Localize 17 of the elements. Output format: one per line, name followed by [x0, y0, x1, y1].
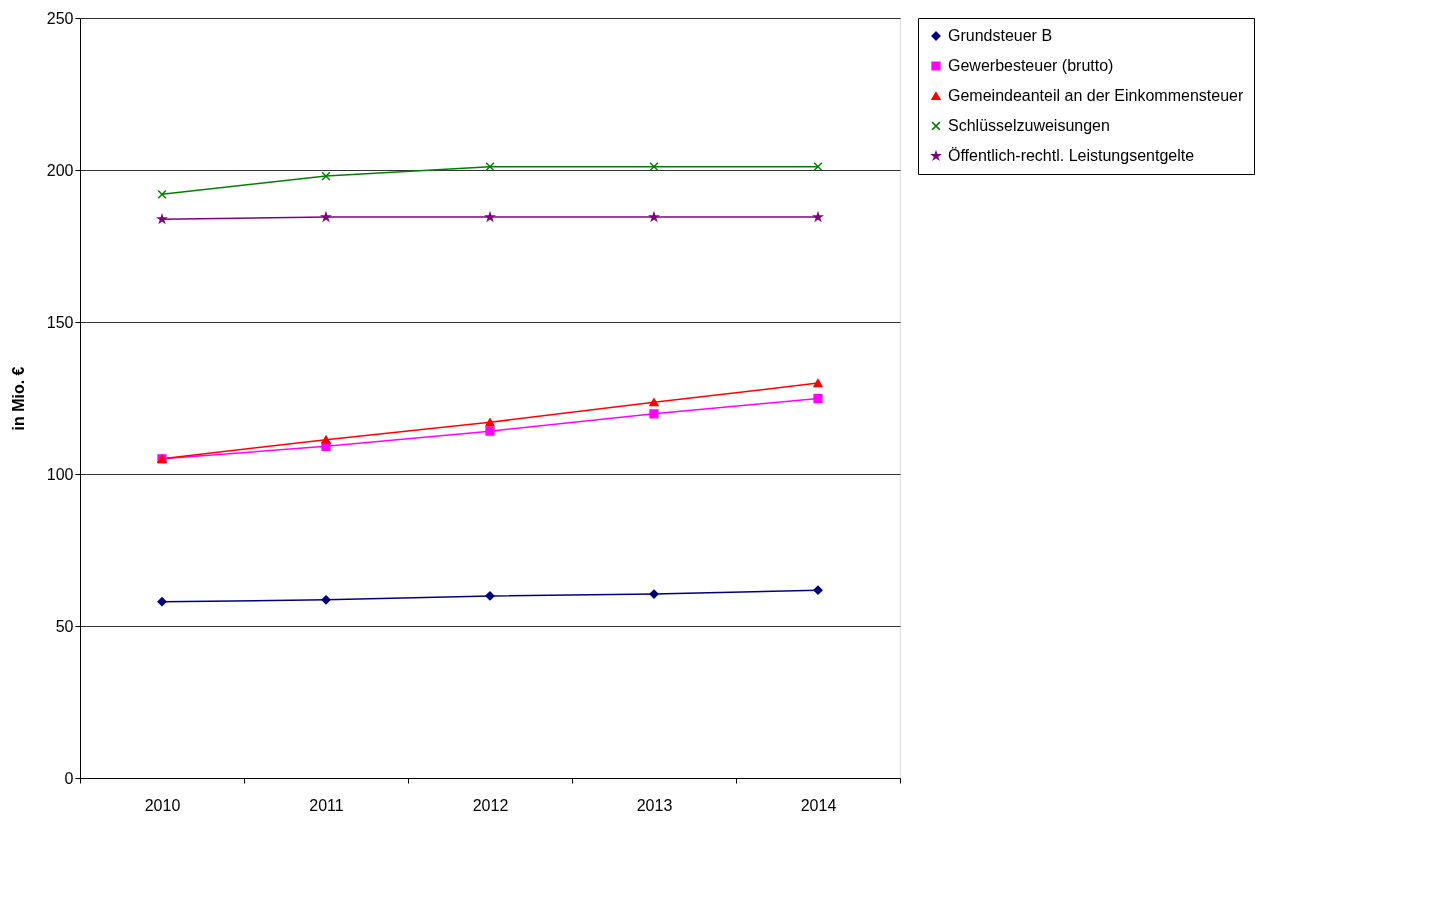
legend-label: Gemeindeanteil an der Einkommensteuer [948, 87, 1244, 104]
x-tick-label: 2013 [636, 796, 673, 814]
y-tick-label: 0 [64, 769, 74, 787]
x-tick-label: 2014 [800, 796, 837, 814]
x-tick-label: 2011 [309, 796, 344, 814]
y-tick-label: 200 [46, 161, 74, 179]
y-tick-label: 100 [46, 465, 74, 483]
y-axis-title: in Mio. € [9, 366, 27, 431]
legend-label: Öffentlich-rechtl. Leistungsentgelte [948, 147, 1195, 164]
x-tick-label: 2010 [144, 796, 181, 814]
y-tick-label: 250 [46, 9, 74, 27]
x-tick-label: 2012 [472, 796, 509, 814]
legend-label: Schlüsselzuweisungen [948, 117, 1110, 134]
y-tick-label: 50 [55, 617, 74, 635]
legend-label: Grundsteuer B [948, 27, 1053, 44]
y-tick-label: 150 [46, 313, 74, 331]
legend-label: Gewerbesteuer (brutto) [948, 57, 1114, 74]
